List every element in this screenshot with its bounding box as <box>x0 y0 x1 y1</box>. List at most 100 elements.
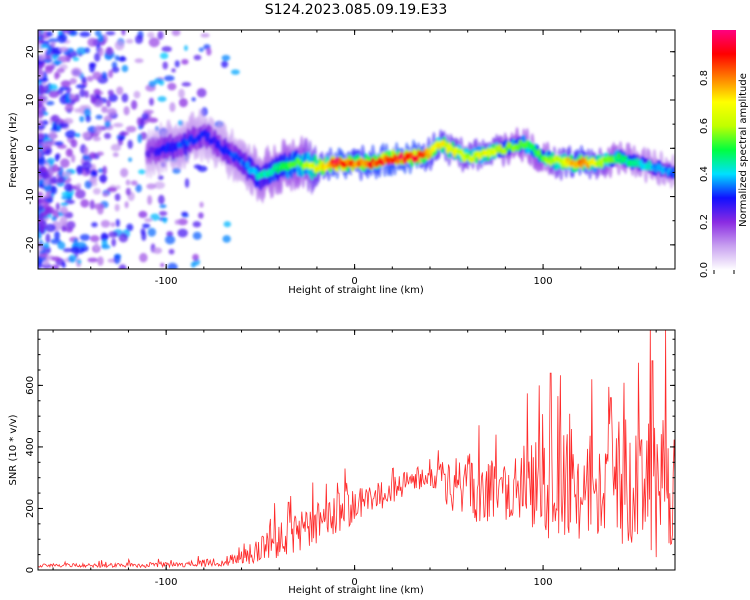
noise-blob <box>40 44 48 49</box>
noise-blob <box>54 71 60 80</box>
noise-blob <box>92 71 102 80</box>
noise-blob <box>64 104 74 113</box>
noise-blob <box>93 88 101 95</box>
noise-blob <box>178 97 188 108</box>
y-tick-label: 20 <box>25 45 36 58</box>
noise-blob <box>59 86 69 91</box>
noise-blob <box>101 71 108 79</box>
noise-blob <box>44 223 56 233</box>
noise-blob <box>70 30 78 36</box>
noise-blob <box>106 99 111 108</box>
noise-blob <box>56 181 65 187</box>
noise-blob <box>147 227 157 237</box>
spectrogram-y-ticks: -20 -10 0 10 20 <box>25 45 675 253</box>
noise-blob <box>40 166 48 173</box>
noise-blob <box>86 75 94 82</box>
noise-blob <box>62 248 73 253</box>
noise-blob <box>52 122 58 131</box>
noise-blob <box>114 55 120 61</box>
noise-blob <box>171 30 181 36</box>
snr-x-label: Height of straight line (km) <box>288 585 424 596</box>
noise-blob <box>114 193 121 202</box>
noise-blob <box>94 241 99 252</box>
noise-blob <box>125 187 131 196</box>
noise-blob <box>134 34 144 45</box>
ridge-blob <box>202 129 208 137</box>
colorbar-tick-label: 0.6 <box>699 118 710 134</box>
noise-blob <box>74 189 86 199</box>
noise-blob <box>105 31 116 36</box>
noise-blob <box>60 202 69 207</box>
noise-blob <box>72 57 80 62</box>
noise-blob <box>159 52 169 60</box>
noise-blob <box>38 252 48 258</box>
noise-blob <box>38 158 47 166</box>
noise-blob <box>38 77 49 83</box>
x-tick-label: 100 <box>534 577 553 588</box>
noise-blob <box>94 52 101 62</box>
noise-blob <box>79 115 85 123</box>
noise-blob <box>115 218 121 228</box>
noise-blob <box>66 148 73 157</box>
noise-blob <box>128 157 133 162</box>
noise-blob <box>177 218 188 226</box>
noise-blob <box>91 222 98 228</box>
noise-blob <box>113 254 121 265</box>
noise-blob <box>54 230 60 241</box>
noise-blob <box>141 112 149 121</box>
noise-blob <box>192 231 202 240</box>
noise-blob <box>162 61 169 70</box>
snr-y-ticks: 0 200 400 600 <box>25 338 675 573</box>
noise-blob <box>199 201 204 208</box>
noise-blob <box>181 58 189 65</box>
noise-blob <box>38 110 44 119</box>
noise-blob <box>138 210 148 219</box>
noise-blob <box>147 31 155 39</box>
noise-blob <box>50 54 60 60</box>
snr-panel: -100 0 100 0 200 400 600 Height of straight l… <box>8 329 676 596</box>
noise-blob <box>206 47 212 56</box>
noise-blob <box>75 241 87 248</box>
noise-blob <box>38 179 45 185</box>
noise-blob <box>167 262 178 269</box>
noise-blob <box>83 107 91 118</box>
noise-blob <box>157 96 167 102</box>
noise-blob <box>103 132 112 140</box>
ridge-blob <box>206 131 211 139</box>
noise-blob <box>135 184 142 193</box>
noise-blob <box>142 223 151 229</box>
noise-blob <box>111 66 120 73</box>
noise-blob <box>157 194 165 205</box>
noise-blob <box>44 206 55 215</box>
noise-blob <box>160 262 165 268</box>
noise-blob <box>38 132 44 140</box>
noise-blob <box>108 69 114 79</box>
noise-blob <box>48 131 57 140</box>
noise-blob <box>111 238 117 247</box>
noise-blob <box>133 90 141 99</box>
noise-blob <box>51 215 57 222</box>
noise-blob <box>59 216 68 225</box>
noise-blob <box>104 120 111 128</box>
noise-blob <box>70 154 76 163</box>
noise-blob <box>154 78 162 84</box>
noise-blob <box>148 37 160 48</box>
y-tick-label: 10 <box>25 94 36 107</box>
noise-blob <box>38 95 46 103</box>
noise-blob <box>100 244 111 250</box>
noise-blob <box>121 64 129 73</box>
noise-blob <box>58 122 69 129</box>
spectrogram-x-ticks: -100 0 100 <box>52 30 657 287</box>
noise-blob <box>87 37 98 47</box>
noise-blob <box>140 228 146 236</box>
y-tick-label: 0 <box>25 145 36 151</box>
noise-blob <box>134 58 144 64</box>
noise-blob <box>87 257 98 263</box>
noise-blob <box>108 231 119 238</box>
noise-blob <box>47 213 52 219</box>
colorbar-label: Normalized spectral amplitude <box>738 73 749 227</box>
noise-blob <box>168 248 175 255</box>
noise-blob <box>88 151 96 160</box>
noise-blob <box>81 76 87 84</box>
